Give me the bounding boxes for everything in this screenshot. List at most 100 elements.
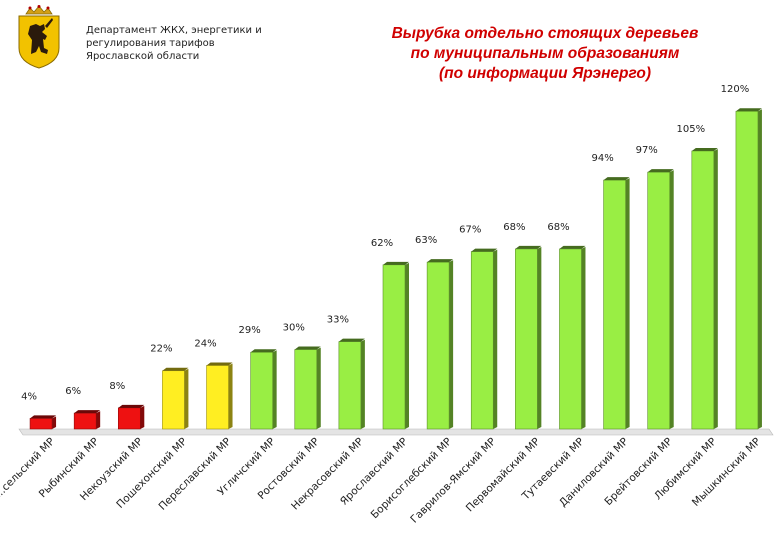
bar-front	[250, 351, 273, 430]
bar-front	[735, 110, 759, 430]
data-label: 30%	[283, 323, 305, 334]
data-label: 120%	[721, 84, 750, 95]
data-label: 68%	[503, 222, 525, 233]
bar-top	[30, 415, 57, 419]
bar-top	[647, 169, 674, 173]
bar-side	[140, 405, 145, 429]
bar-top	[559, 245, 586, 249]
department-line: Департамент ЖКХ, энергетики и	[86, 25, 262, 36]
bar-top	[735, 108, 762, 112]
bar-side	[272, 350, 277, 429]
bar-side	[625, 178, 630, 429]
bar-side	[405, 262, 409, 429]
bar-front	[29, 418, 53, 430]
bar	[73, 410, 101, 430]
value-labels: 4% 6% 8% 22% 24% 29% 30% 33% 62% 63% 67% 68% 68% 94% 9…	[21, 84, 749, 402]
data-label: 22%	[150, 344, 172, 355]
title-line: Вырубка отдельно стоящих деревьев	[391, 25, 699, 42]
department-line: регулирования тарифов	[86, 38, 215, 49]
data-label: 29%	[239, 325, 261, 336]
bar-side	[713, 148, 718, 429]
bar	[117, 404, 145, 430]
data-label: 94%	[591, 153, 613, 164]
bar-side	[449, 260, 454, 429]
bar	[162, 367, 189, 430]
bar-front	[426, 261, 450, 430]
bar	[603, 177, 630, 430]
title-line: (по информации Ярэнерго)	[438, 65, 652, 82]
bar	[382, 261, 409, 430]
title-line: по муниципальным образованиям	[410, 45, 680, 62]
bar	[250, 349, 277, 430]
slide-title: Вырубка отдельно стоящих деревьев по мун…	[340, 24, 750, 84]
bar-side	[228, 363, 233, 429]
category-label: Борисоглебский МР	[369, 436, 455, 522]
bar	[691, 147, 718, 430]
bar-front	[338, 341, 362, 430]
bar-top	[338, 338, 365, 342]
data-label: 33%	[327, 315, 349, 326]
data-label: 6%	[65, 386, 81, 397]
department-name: Департамент ЖКХ, энергетики и регулирова…	[86, 24, 286, 63]
department-line: Ярославской области	[86, 51, 200, 62]
data-label: 63%	[415, 235, 437, 246]
chart-floor	[18, 428, 774, 436]
bar-front	[470, 251, 494, 430]
bar-front	[117, 407, 141, 430]
bar-front	[73, 412, 97, 430]
bar-side	[184, 368, 189, 429]
data-label: 4%	[21, 391, 37, 402]
bar-front	[382, 264, 406, 430]
bar-side	[96, 411, 101, 429]
category-label: Переславский МР	[157, 436, 234, 513]
chart-floor-plane	[18, 428, 774, 436]
bar-top	[74, 410, 101, 414]
bar-top	[162, 367, 189, 371]
bar-side	[52, 416, 57, 429]
bar-side	[360, 339, 365, 429]
bar-side	[581, 246, 586, 429]
bar-front	[559, 248, 582, 430]
bar	[29, 415, 57, 430]
bar-top	[118, 404, 145, 408]
data-label: 105%	[677, 124, 706, 135]
data-label: 67%	[459, 225, 481, 236]
data-label: 8%	[109, 381, 125, 392]
bar-side	[757, 109, 762, 430]
bar-side	[537, 246, 542, 429]
bar-front	[603, 179, 626, 430]
bar	[735, 108, 762, 430]
bar-front	[691, 150, 715, 430]
coat-of-arms-icon	[14, 4, 64, 70]
bar	[206, 362, 233, 430]
bar	[515, 245, 542, 430]
bar-top	[383, 261, 409, 265]
bar-top	[294, 346, 321, 350]
bar	[559, 245, 586, 430]
data-label: 24%	[194, 338, 216, 349]
bar-top	[250, 349, 277, 353]
bar-series	[29, 108, 762, 430]
bar-front	[294, 349, 318, 430]
bar	[338, 338, 365, 430]
bar	[647, 169, 674, 430]
category-label: Первомайский МР	[464, 436, 543, 515]
bar-front	[206, 365, 229, 430]
bar-top	[515, 245, 542, 249]
bar	[294, 346, 321, 430]
bar	[470, 248, 498, 430]
bar-top	[206, 362, 233, 366]
data-label: 68%	[547, 222, 569, 233]
bar-top	[603, 177, 630, 181]
bar-front	[515, 248, 538, 430]
bar-top	[471, 248, 498, 252]
category-label: Гаврилов-Ямский МР	[408, 436, 498, 526]
bar-side	[669, 170, 674, 430]
bar-side	[493, 249, 498, 429]
bar-top	[691, 147, 718, 151]
data-label: 62%	[371, 238, 393, 249]
bar-front	[162, 370, 185, 430]
bar-front	[647, 171, 671, 430]
